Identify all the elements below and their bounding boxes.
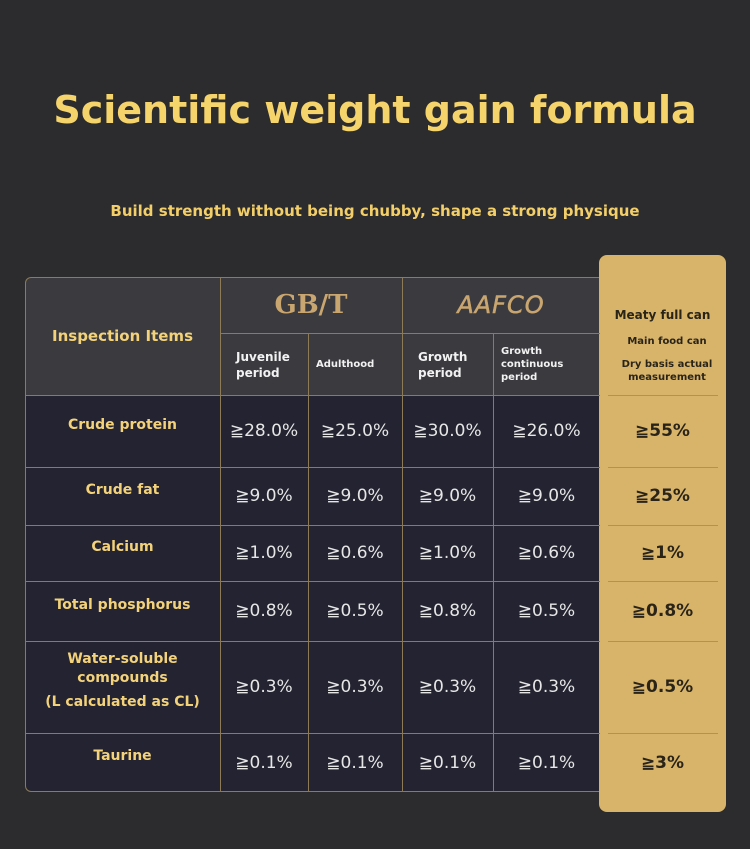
value-cell: ≧0.8% [235,601,293,621]
value-cell: ≧0.1% [517,752,576,773]
value-cell: ≧0.1% [326,752,384,773]
divider [220,277,221,792]
value-cell: ≧26.0% [512,421,581,441]
row-divider [608,581,718,582]
value-cell: ≧1.0% [235,543,293,563]
column-label: Growth period [418,349,468,380]
table-body-bg [25,395,600,792]
column-label: Growth continuous period [501,346,564,383]
row-divider [25,733,600,734]
row-divider [608,733,718,734]
item-label: Total phosphorus [25,575,220,635]
row-divider [608,641,718,642]
item-line: Total phosphorus [54,596,191,613]
table-header-bg [25,277,600,395]
subtitle: Build strength without being chubby, sha… [110,202,640,220]
item-label: Calcium [25,519,220,575]
value-cell: ≧0.3% [418,677,477,697]
value-cell: ≧1.0% [418,543,477,563]
item-line: Crude fat [85,481,160,498]
highlight-value: ≧25% [635,486,690,506]
item-line: (L calculated as CL) [45,694,200,710]
row-divider [608,525,718,526]
highlight-value: ≧1% [640,543,685,563]
highlight-note: Dry basis actual measurement [621,359,713,383]
value-cell: ≧9.0% [418,486,477,506]
highlight-value: ≧0.5% [631,677,694,697]
value-cell: ≧0.1% [235,752,293,773]
item-line: Taurine [93,748,152,764]
value-cell: ≧28.0% [229,421,299,441]
value-cell: ≧0.6% [517,543,576,563]
corner-label: Inspection Items [52,326,193,345]
divider [220,333,600,334]
item-line: compounds [77,670,168,686]
highlight-note: Main food can [627,335,707,347]
divider [402,277,403,792]
row-divider [25,525,600,526]
value-cell: ≧0.5% [517,601,576,621]
value-cell: ≧9.0% [235,486,293,506]
highlight-title: Meaty full can [614,308,711,322]
row-divider [25,581,600,582]
row-divider [25,467,600,468]
highlight-value: ≧3% [640,752,685,773]
item-label: Crude fat [25,461,220,519]
value-cell: ≧0.3% [326,677,384,697]
value-cell: ≧25.0% [320,421,390,441]
highlight-value: ≧55% [635,421,690,441]
value-cell: ≧0.1% [418,752,477,773]
item-line: Calcium [91,538,154,555]
group-label: AAFCO [457,291,545,320]
value-cell: ≧0.8% [418,601,477,621]
divider [493,333,494,792]
row-divider [608,467,718,468]
item-line: Crude protein [67,416,178,433]
value-cell: ≧30.0% [413,421,482,441]
title: Scientific weight gain formula [53,88,697,132]
column-label: Juvenile period [236,349,290,380]
group-label: GB/T [274,290,348,320]
item-label: Taurine [25,727,220,786]
item-label: Crude protein [25,389,220,461]
value-cell: ≧0.3% [517,677,576,697]
item-line: Water-soluble [67,651,178,667]
value-cell: ≧9.0% [326,486,384,506]
highlight-value: ≧0.8% [631,601,694,621]
value-cell: ≧9.0% [517,486,576,506]
value-cell: ≧0.6% [326,543,384,563]
row-divider [25,641,600,642]
highlight-column [599,255,726,812]
column-label: Adulthood [316,359,375,370]
value-cell: ≧0.3% [235,677,293,697]
row-divider [25,395,600,396]
row-divider [608,395,718,396]
divider [308,333,309,792]
item-label: Water-soluble compounds (L calculated as C… [25,635,220,727]
value-cell: ≧0.5% [326,601,384,621]
